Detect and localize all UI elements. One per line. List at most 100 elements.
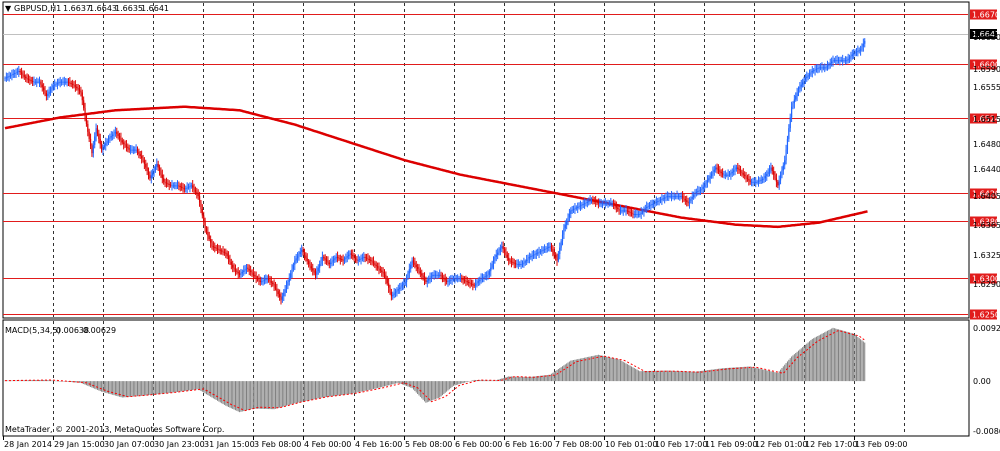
candle-body [520, 264, 522, 266]
macd-bar [215, 381, 217, 400]
macd-bar [66, 381, 68, 382]
candle-body [189, 186, 191, 188]
macd-bar [542, 375, 544, 382]
collapse-triangle-icon[interactable]: ▼ [5, 4, 12, 13]
candle-body [408, 269, 410, 274]
candle-body [127, 146, 129, 149]
candle-body [277, 291, 279, 295]
candle-body [216, 248, 219, 250]
macd-bar [229, 381, 231, 408]
macd-bar [632, 367, 634, 382]
macd-bar [563, 365, 565, 382]
macd-bar [120, 381, 122, 398]
candle-body [557, 254, 559, 261]
candle-body [283, 292, 285, 297]
candle-body [116, 131, 118, 134]
candle-body [393, 293, 395, 295]
price-tick-label: 1.6515 [973, 115, 1000, 124]
candle-body [730, 173, 732, 175]
candle-body [693, 194, 695, 197]
macd-bar [709, 369, 711, 382]
macd-bar [730, 367, 732, 382]
macd-bar [136, 381, 138, 397]
macd-bar [7, 380, 9, 382]
candle-body [62, 81, 64, 83]
macd-bar [629, 365, 631, 382]
macd-bar [364, 381, 366, 391]
macd-bar [698, 371, 700, 382]
macd-bar [829, 329, 831, 382]
candle-body [519, 264, 521, 266]
candle-body [265, 279, 267, 281]
macd-bar [472, 380, 474, 382]
price-tick-label: 1.6325 [973, 251, 1000, 260]
candle-body [437, 274, 439, 276]
candle-body [218, 249, 220, 251]
candle-body [128, 148, 130, 150]
candle-body [673, 196, 675, 198]
candle-body [848, 57, 851, 59]
candle-body [423, 277, 426, 280]
macd-bar [591, 356, 592, 382]
macd-bar [786, 361, 788, 382]
macd-bar [230, 381, 232, 409]
candle-body [675, 196, 677, 198]
macd-bar [306, 381, 308, 401]
macd-bar [673, 370, 675, 382]
macd-bar [672, 370, 674, 382]
macd-bar [734, 367, 736, 382]
candle-body [832, 60, 834, 62]
macd-bar [455, 381, 457, 386]
candle-body [178, 185, 180, 187]
macd-bar [291, 381, 293, 405]
macd-bar [175, 381, 177, 393]
time-tick-label: 31 Jan 15:00 [204, 440, 255, 449]
candle-body [517, 264, 519, 266]
candle-body [371, 260, 373, 262]
candle-body [76, 86, 78, 89]
candle-body [170, 184, 172, 186]
macd-bar [573, 360, 575, 382]
candle-body [291, 269, 293, 274]
macd-bar [530, 376, 532, 382]
macd-bar [189, 381, 191, 391]
candle-body [254, 274, 256, 277]
macd-bar [526, 376, 528, 382]
candle-body [462, 279, 464, 281]
time-tick-label: 12 Feb 17:00 [805, 440, 857, 449]
macd-bar [204, 381, 206, 394]
candle-body [516, 264, 518, 266]
macd-bar [234, 381, 236, 411]
macd-bar [269, 381, 271, 410]
macd-bar [717, 368, 719, 382]
candle-body [363, 256, 365, 258]
macd-bar [360, 381, 362, 392]
macd-bar [822, 333, 824, 382]
candle-body [77, 88, 79, 90]
candle-body [41, 84, 43, 88]
macd-bar [80, 381, 82, 383]
candle-body [250, 270, 252, 272]
candle-body [539, 251, 542, 253]
macd-bar [557, 369, 559, 382]
candle-body [131, 149, 133, 151]
candle-body [51, 87, 53, 90]
candle-body [338, 257, 340, 259]
macd-bar [181, 381, 183, 392]
candle-body [546, 247, 548, 249]
candle-body [52, 85, 54, 88]
candle-body [167, 183, 169, 185]
macd-bar [622, 361, 624, 382]
candle-body [630, 212, 633, 214]
macd-bar [52, 380, 54, 382]
candle-body [833, 60, 835, 62]
macd-bar [32, 380, 34, 382]
candle-body [843, 60, 845, 62]
macd-bar [63, 381, 65, 382]
macd-bar [70, 381, 72, 383]
candle-body [374, 263, 376, 265]
candle-body [470, 283, 473, 285]
candle-body [484, 276, 486, 278]
candle-body [270, 281, 272, 283]
macd-bar [567, 362, 569, 382]
